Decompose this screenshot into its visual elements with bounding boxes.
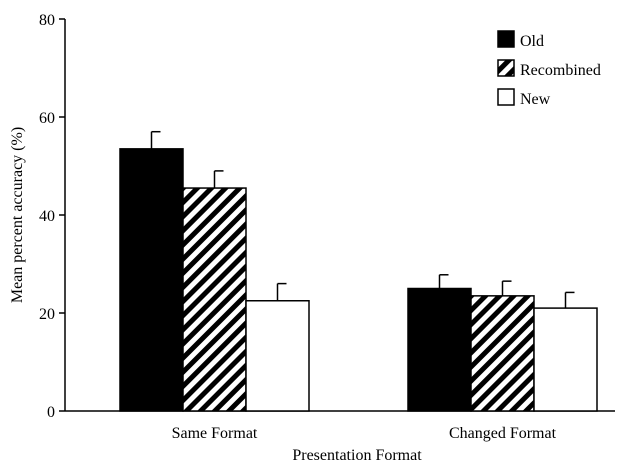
legend-label-old: Old (520, 33, 544, 50)
bar-old (407, 287, 472, 412)
y-tick-label: 40 (39, 208, 55, 225)
bars-group (119, 130, 598, 412)
y-tick-label: 80 (39, 12, 55, 29)
bar-old (119, 148, 184, 412)
y-axis: 0 20 40 60 80 (39, 12, 66, 421)
y-axis-label: Mean percent accuracy (%) (9, 127, 26, 303)
category-label: Changed Format (449, 425, 557, 442)
bar-new (533, 307, 598, 412)
legend-label-recombined: Recombined (520, 62, 601, 79)
legend-label-new: New (520, 91, 551, 108)
legend-swatch-old (497, 30, 515, 48)
x-axis-label: Presentation Format (292, 447, 422, 464)
legend-swatch-new (497, 88, 515, 106)
legend: Old Recombined New (497, 30, 601, 108)
bar-recombined (182, 187, 247, 412)
legend-swatch-recombined (497, 59, 515, 77)
y-tick-label: 20 (39, 306, 55, 323)
category-label: Same Format (172, 425, 258, 442)
bar-recombined (470, 295, 535, 412)
y-tick-label: 60 (39, 110, 55, 127)
bar-new (245, 300, 310, 412)
category-labels: Same Format Changed Format (172, 425, 557, 442)
y-tick-label: 0 (47, 404, 55, 421)
